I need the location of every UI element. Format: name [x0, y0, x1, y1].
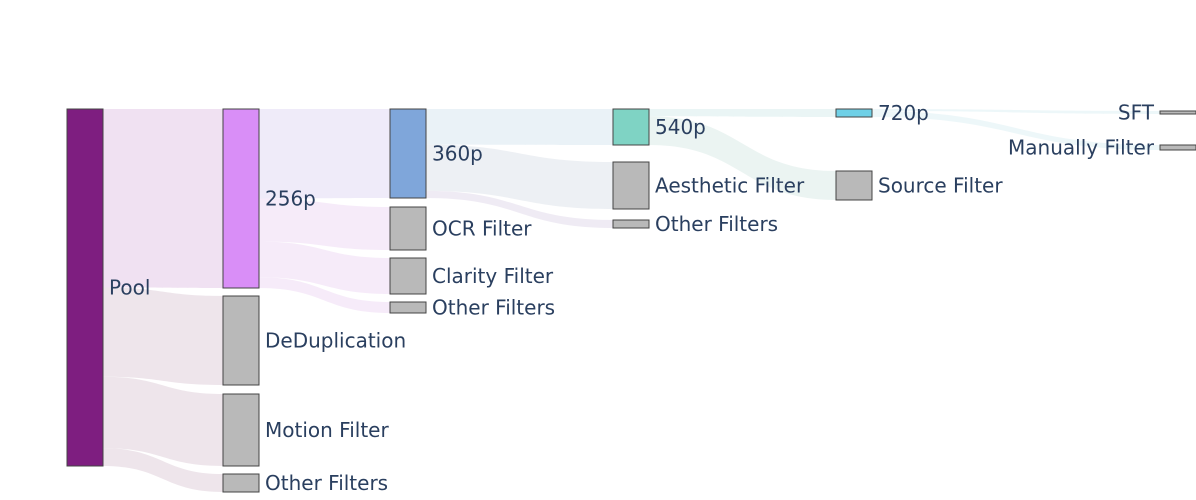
link-p360-to-p540 — [426, 109, 613, 145]
node-p540-bar — [612, 108, 650, 146]
link-pool-to-p256 — [103, 109, 223, 288]
node-aesthetic-label: Aesthetic Filter — [655, 174, 805, 198]
node-p540-label: 540p — [655, 115, 706, 139]
link-p256-to-other2 — [259, 277, 390, 313]
link-p720-to-manual — [872, 111, 1160, 150]
node-pool-bar — [66, 108, 104, 467]
link-p540-to-source — [649, 116, 836, 200]
node-other1-label: Other Filters — [265, 471, 388, 495]
node-source: Source Filter — [835, 170, 1003, 201]
link-pool-to-other1 — [103, 448, 223, 492]
node-sft-label: SFT — [1118, 101, 1155, 125]
node-p256-label: 256p — [265, 187, 316, 211]
node-p720: 720p — [835, 101, 929, 125]
node-source-bar — [835, 170, 873, 201]
node-sft-bar — [1159, 110, 1196, 115]
sankey-nodes: Pool 256p DeDuplication Motion Filter Other … — [66, 101, 1196, 495]
link-p360-to-aesthetic — [426, 144, 613, 209]
link-p540-to-p720 — [649, 109, 836, 117]
node-clarity-label: Clarity Filter — [432, 264, 554, 288]
node-p720-bar — [835, 108, 873, 118]
link-p360-to-other3 — [426, 190, 613, 228]
node-ocr-label: OCR Filter — [432, 217, 532, 241]
node-dedup: DeDuplication — [222, 295, 406, 386]
node-dedup-bar — [222, 295, 260, 386]
node-p256: 256p — [222, 108, 316, 289]
sankey-links — [103, 109, 1160, 492]
node-other3-bar — [612, 219, 650, 229]
link-p720-to-sft — [872, 109, 1160, 114]
link-p256-to-ocr — [259, 198, 390, 250]
node-pool-label: Pool — [109, 276, 150, 300]
node-other1: Other Filters — [222, 471, 388, 495]
link-pool-to-motion — [103, 376, 223, 466]
node-other1-bar — [222, 473, 260, 493]
node-p360-label: 360p — [432, 142, 483, 166]
node-p360-bar — [389, 108, 427, 199]
node-other2: Other Filters — [389, 296, 555, 320]
node-motion-bar — [222, 393, 260, 467]
node-dedup-label: DeDuplication — [265, 329, 406, 353]
node-manual: Manually Filter — [1008, 136, 1196, 160]
node-ocr: OCR Filter — [389, 206, 532, 251]
node-other2-bar — [389, 301, 427, 314]
node-sft: SFT — [1118, 101, 1196, 125]
node-pool: Pool — [66, 108, 150, 467]
node-manual-bar — [1159, 144, 1196, 151]
node-motion-label: Motion Filter — [265, 418, 389, 442]
link-p256-to-p360 — [259, 109, 390, 199]
node-aesthetic-bar — [612, 161, 650, 210]
node-p360: 360p — [389, 108, 483, 199]
node-clarity: Clarity Filter — [389, 257, 554, 295]
node-clarity-bar — [389, 257, 427, 295]
node-ocr-bar — [389, 206, 427, 251]
node-p256-bar — [222, 108, 260, 289]
node-other2-label: Other Filters — [432, 296, 555, 320]
link-p256-to-clarity — [259, 241, 390, 294]
node-p720-label: 720p — [878, 101, 929, 125]
node-other3-label: Other Filters — [655, 212, 778, 236]
node-manual-label: Manually Filter — [1008, 136, 1155, 160]
node-p540: 540p — [612, 108, 706, 146]
node-other3: Other Filters — [612, 212, 778, 236]
node-source-label: Source Filter — [878, 174, 1003, 198]
link-pool-to-dedup — [103, 287, 223, 385]
node-aesthetic: Aesthetic Filter — [612, 161, 805, 210]
node-motion: Motion Filter — [222, 393, 389, 467]
